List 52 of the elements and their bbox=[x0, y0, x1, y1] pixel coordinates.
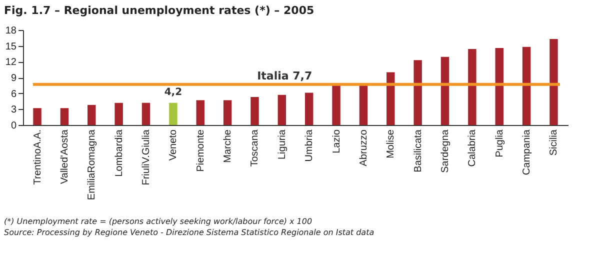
x-tick-label: Toscana bbox=[250, 129, 261, 167]
y-tick-label: 15 bbox=[5, 41, 17, 52]
x-tick-label: Campania bbox=[522, 129, 533, 176]
bar bbox=[468, 49, 476, 125]
bar bbox=[88, 104, 96, 125]
x-tick-label: Liguria bbox=[276, 129, 288, 160]
x-tick-label: Basilicata bbox=[412, 129, 424, 172]
bar bbox=[440, 56, 450, 125]
x-tick-label: Valled'Aosta bbox=[59, 129, 70, 184]
text: (*) Unemployment rate = (persons actively seeking work/labour force) x 100 bbox=[4, 216, 314, 227]
bar bbox=[278, 94, 286, 125]
x-tick-label: Sicilia bbox=[548, 129, 560, 156]
x-tick-label: EmiliaRomagna bbox=[86, 129, 98, 200]
bar bbox=[196, 100, 204, 125]
y-tick-label: 18 bbox=[5, 26, 17, 36]
x-tick-label: Sardegna bbox=[440, 129, 451, 173]
x-tick-label: TrentinoA.A. bbox=[32, 130, 44, 185]
bar bbox=[142, 102, 150, 125]
x-tick-label: Abruzzo bbox=[358, 129, 370, 166]
ref-line-label: Italia 7,7 bbox=[257, 69, 312, 82]
bar bbox=[522, 46, 531, 125]
y-tick-label: 6 bbox=[10, 88, 17, 100]
source-note: Source: Processing by Regione Veneto - Direzione Sistema Statistico Regionale on Istat data bbox=[4, 227, 376, 238]
bar bbox=[550, 38, 558, 125]
bar bbox=[359, 85, 368, 125]
x-tick-label: FriuliV.Giulia bbox=[141, 129, 152, 186]
bar bbox=[414, 60, 422, 125]
bar bbox=[114, 102, 123, 125]
y-tick-label: 0 bbox=[10, 120, 17, 132]
bar bbox=[304, 92, 314, 125]
x-tick-label: Lazio bbox=[331, 129, 342, 154]
y-tick-label: 12 bbox=[5, 57, 17, 68]
bar bbox=[386, 72, 395, 125]
y-tick-label: 3 bbox=[10, 104, 17, 116]
data-label: 4,2 bbox=[164, 86, 182, 98]
x-tick-label: Marche bbox=[222, 129, 234, 163]
x-tick-label: Molise bbox=[386, 129, 397, 158]
x-tick-label: Piemonte bbox=[195, 129, 206, 172]
bar bbox=[332, 85, 340, 125]
bar bbox=[169, 102, 178, 125]
x-tick-label: Veneto bbox=[168, 129, 180, 161]
bar bbox=[250, 97, 259, 125]
bar bbox=[223, 100, 232, 125]
y-tick-label: 9 bbox=[10, 73, 17, 84]
x-tick-label: Calabria bbox=[467, 129, 478, 167]
bar bbox=[495, 48, 504, 125]
bar bbox=[60, 108, 69, 125]
x-tick-label: Umbria bbox=[304, 129, 316, 162]
x-tick-label: Puglia bbox=[494, 129, 506, 158]
chart-title: Fig. 1.7 – Regional unemployment rates (*) – 2005 bbox=[3, 3, 316, 17]
x-tick-label: Lombardia bbox=[114, 129, 125, 177]
bar bbox=[33, 108, 42, 125]
